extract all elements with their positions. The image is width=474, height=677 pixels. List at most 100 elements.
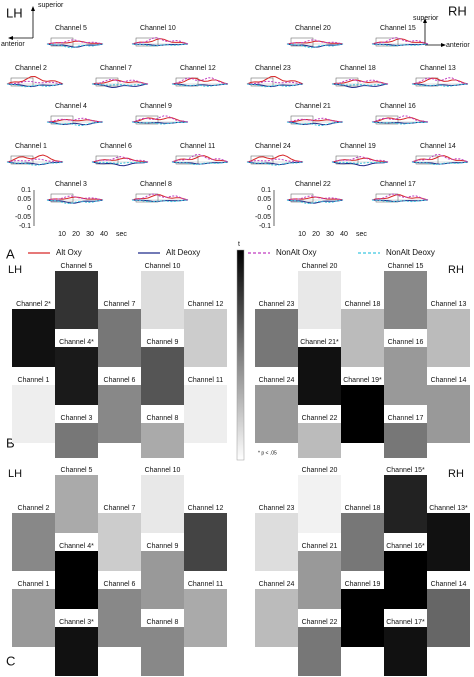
y-tick-label: -0.1 [19,223,31,230]
channel-label: Channel 6 [104,377,136,384]
stim-box [135,37,159,47]
waveform [91,161,149,164]
channel-label: Channel 18 [345,301,381,308]
x-tick-label: 10 [58,231,66,238]
waveform [371,43,429,47]
waveform [286,118,344,123]
channel-label: Channel 4 [55,103,87,110]
cell [255,513,298,571]
x-tick-label: 40 [100,231,108,238]
channel-label: Channel 23 [259,301,295,308]
waveform [371,37,429,45]
channel-label: Channel 19 [345,581,381,588]
cell [184,513,227,571]
waveform [371,121,429,125]
channel-label: Channel 6 [100,143,132,150]
arrowhead [8,6,35,40]
cell [98,309,141,367]
cell [141,347,184,405]
y-tick-label: 0.05 [257,196,271,203]
waveform [171,161,229,166]
panel-label: B [6,435,15,450]
channel-label: Channel 7 [104,301,136,308]
x-tick-label: 40 [340,231,348,238]
waveform [411,154,469,163]
channel-label: Channel 17 [388,415,424,422]
panel-label: C [6,653,15,668]
channel-label: Channel 1 [15,143,47,150]
cell [12,589,55,647]
waveform [91,79,149,85]
channel-label: Channel 24 [259,581,295,588]
waveform [91,83,149,89]
waveform [411,83,469,87]
waveform [371,117,429,123]
waveform [286,40,344,45]
hemisphere-label: LH [8,264,22,276]
cell [341,513,384,571]
note: * p < .05 [258,450,277,456]
cell [55,347,98,405]
channel-label: Channel 22 [295,181,331,188]
x-tick-label: 20 [72,231,80,238]
cell [384,627,427,676]
channel-label: Channel 3 [55,181,87,188]
cell [427,513,470,571]
waveform [411,161,469,166]
cell [12,309,55,367]
waveform [286,195,344,201]
channel-label: Channel 19 [340,143,376,150]
channel-label: Channel 18 [340,65,376,72]
cell [298,551,341,609]
waveform [46,40,104,45]
cell [184,385,227,443]
waveform [246,80,304,85]
waveform [371,199,429,203]
waveform [246,154,304,163]
cell [55,627,98,676]
waveform [6,83,64,88]
cell [98,513,141,571]
channel-label: Channel 2 [18,505,50,512]
waveform [131,117,189,123]
cell [55,475,98,533]
waveform [286,199,344,204]
waveform [91,78,149,85]
cell [427,589,470,647]
waveform [286,117,344,123]
channel-label: Channel 12 [180,65,216,72]
waveform [6,161,64,166]
waveform [131,37,189,45]
waveform [286,43,344,49]
channel-label: Channel 9 [147,339,179,346]
waveform [6,154,64,163]
cell [98,589,141,647]
channel-label: Channel 3 [61,415,93,422]
legend-label: Alt Oxy [56,248,82,257]
waveform [131,194,189,201]
cell [55,423,98,458]
channel-label: Channel 13* [429,505,468,512]
waveform [46,39,104,45]
waveform [46,121,104,127]
waveform [91,157,149,163]
cell [255,589,298,647]
y-tick-label: 0.1 [261,187,271,194]
channel-label: Channel 20 [295,25,331,32]
channel-label: Channel 6 [104,581,136,588]
x-tick-label: 20 [312,231,320,238]
channel-label: Channel 7 [104,505,136,512]
cell [255,385,298,443]
waveform [331,156,389,163]
channel-label: Channel 21 [295,103,331,110]
waveform [91,156,149,163]
cell [255,309,298,367]
channel-label: Channel 1 [18,581,50,588]
cell [55,271,98,329]
waveform [286,121,344,127]
cell [384,475,427,533]
channel-label: Channel 4* [59,339,94,346]
hemisphere-label: LH [6,5,23,20]
waveform [46,117,104,123]
waveform [6,80,64,85]
